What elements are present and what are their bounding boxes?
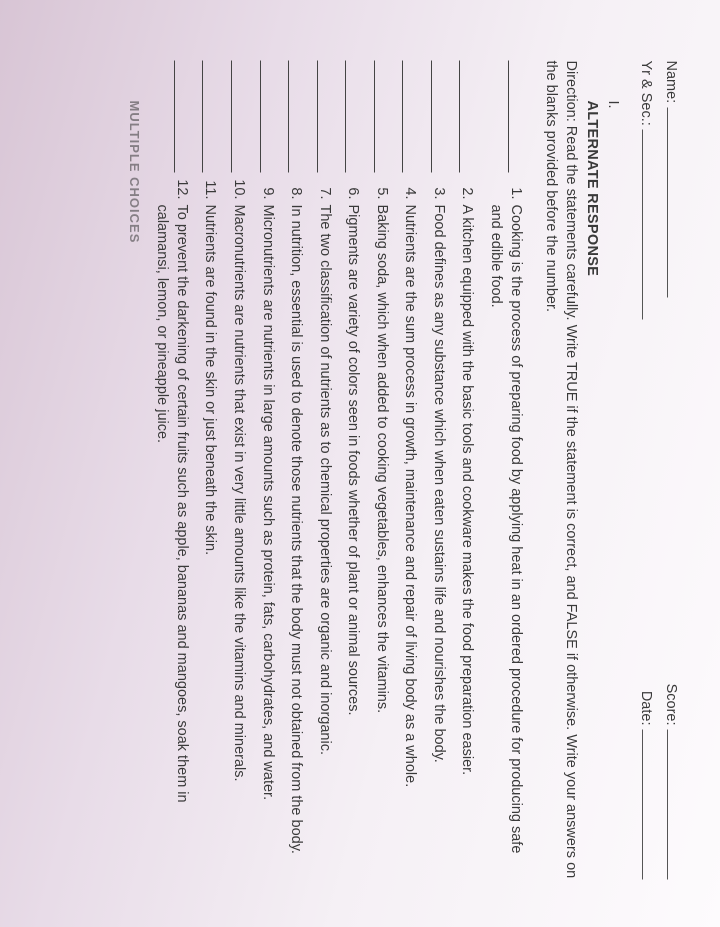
answer-blank [402, 60, 417, 172]
item-number: 7. [314, 178, 334, 204]
item-number: 11. [200, 178, 220, 204]
answer-blank [460, 60, 475, 172]
item-text: A kitchen equipped with the basic tools … [457, 204, 477, 879]
date-label: Date: [636, 690, 656, 725]
next-section-cutoff: MULTIPLE CHOICES [125, 100, 143, 879]
direction-text: Direction: Read the statements carefully… [541, 60, 580, 879]
item-number: 3. [428, 178, 448, 204]
worksheet-page: Name: Score: Yr & Sec.: Date: I. ALTERNA… [0, 0, 720, 927]
item-text: Pigments are variety of colors seen in f… [343, 204, 363, 879]
item-number: 12. [171, 178, 191, 204]
item-number: 1. [505, 178, 525, 204]
yrsec-blank [642, 129, 657, 319]
list-item: 5.Baking soda, which when added to cooki… [371, 60, 391, 879]
answer-blank [345, 60, 360, 172]
header-row-1: Name: Score: [661, 60, 682, 879]
item-text: Nutrients are found in the skin or just … [200, 204, 220, 879]
item-text: Cooking is the process of preparing food… [486, 204, 525, 879]
list-item: 9.Micronutrients are nutrients in large … [257, 60, 277, 879]
item-number: 10. [228, 178, 248, 204]
item-number: 2. [457, 178, 477, 204]
answer-blank [317, 60, 332, 172]
list-item: 2.A kitchen equipped with the basic tool… [457, 60, 477, 879]
answer-blank [202, 60, 217, 172]
item-number: 5. [371, 178, 391, 204]
list-item: 12.To prevent the darkening of certain f… [152, 60, 191, 879]
item-text: Nutrients are the sum process in growth,… [400, 204, 420, 879]
item-number: 4. [400, 178, 420, 204]
score-blank [668, 729, 683, 879]
items-list: 1.Cooking is the process of preparing fo… [152, 60, 525, 879]
item-text: To prevent the darkening of certain frui… [152, 204, 191, 879]
score-label: Score: [661, 683, 681, 725]
section-title: ALTERNATE RESPONSE [582, 100, 602, 879]
name-blank [668, 107, 683, 297]
answer-blank [260, 60, 275, 172]
answer-blank [374, 60, 389, 172]
answer-blank [231, 60, 246, 172]
yrsec-field: Yr & Sec.: [636, 60, 657, 319]
date-blank [642, 729, 657, 879]
list-item: 8.In nutrition, essential is used to den… [286, 60, 306, 879]
answer-blank [431, 60, 446, 172]
item-number: 6. [343, 178, 363, 204]
list-item: 4.Nutrients are the sum process in growt… [400, 60, 420, 879]
item-number: 8. [286, 178, 306, 204]
yrsec-label: Yr & Sec.: [636, 60, 656, 125]
header-row-2: Yr & Sec.: Date: [636, 60, 657, 879]
list-item: 10.Macronutrients are nutrients that exi… [228, 60, 248, 879]
item-text: Macronutrients are nutrients that exist … [228, 204, 248, 879]
name-field: Name: [661, 60, 682, 297]
section-roman: I. [602, 100, 622, 879]
item-text: Baking soda, which when added to cooking… [371, 204, 391, 879]
list-item: 1.Cooking is the process of preparing fo… [486, 60, 525, 879]
list-item: 11.Nutrients are found in the skin or ju… [200, 60, 220, 879]
answer-blank [288, 60, 303, 172]
item-text: In nutrition, essential is used to denot… [286, 204, 306, 879]
item-text: Micronutrients are nutrients in large am… [257, 204, 277, 879]
date-field: Date: [636, 690, 657, 879]
item-text: The two classification of nutrients as t… [314, 204, 334, 879]
list-item: 3.Food defines as any substance which wh… [428, 60, 448, 879]
name-label: Name: [661, 60, 681, 103]
list-item: 6.Pigments are variety of colors seen in… [343, 60, 363, 879]
item-text: Food defines as any substance which when… [428, 204, 448, 879]
list-item: 7.The two classification of nutrients as… [314, 60, 334, 879]
item-number: 9. [257, 178, 277, 204]
score-field: Score: [661, 683, 682, 879]
answer-blank [174, 60, 189, 172]
answer-blank [508, 60, 523, 172]
